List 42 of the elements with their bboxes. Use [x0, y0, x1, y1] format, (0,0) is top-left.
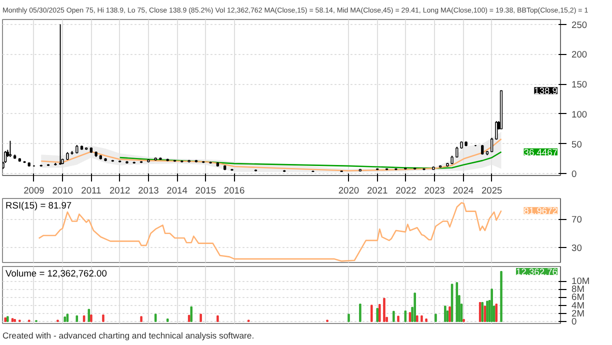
y-tick-label: 50 [572, 139, 582, 150]
annotation: 138.9 [534, 86, 558, 96]
x-tick-label: 2022 [396, 186, 416, 196]
x-tick-label: 2025 [481, 186, 502, 196]
y-tick-label: 8M [572, 284, 584, 294]
x-tick-label: 2023 [424, 186, 445, 196]
x-tick-label: 2014 [166, 186, 188, 196]
y-tick-label: 70 [572, 214, 582, 225]
x-tick-label: 2011 [81, 186, 102, 196]
x-tick-label: 2024 [452, 186, 474, 196]
x-tick-label: 2009 [24, 186, 44, 196]
y-tick-label: 2M [572, 308, 584, 318]
x-tick-label: 2020 [338, 186, 360, 196]
line-series [40, 138, 502, 172]
candlestick [58, 24, 62, 166]
candlestick [495, 120, 498, 140]
annotation: 12,362,76 [516, 267, 558, 277]
chart-title: RSI(15) = 81.97 [6, 200, 72, 210]
y-tick-label: 6M [572, 292, 584, 302]
x-tick-label: 2012 [109, 186, 130, 196]
line-series [119, 151, 502, 169]
y-tick-label: 100 [572, 109, 588, 120]
annotation: 36.4467 [524, 147, 558, 158]
candlestick [490, 137, 494, 153]
y-tick-label: 0 [572, 169, 577, 180]
x-tick-label: 2013 [138, 186, 159, 196]
y-tick-label: 0 [572, 316, 577, 326]
x-tick-label: 2015 [195, 186, 216, 196]
y-tick-label: 30 [572, 243, 582, 254]
x-tick-label: 2010 [52, 186, 73, 196]
y-tick-label: 200 [572, 50, 588, 60]
candlestick [8, 140, 12, 158]
y-tick-label: 10M [572, 276, 590, 286]
y-tick-label: 150 [572, 80, 588, 90]
y-tick-label: 250 [572, 20, 588, 30]
x-tick-label: 2016 [224, 186, 245, 196]
text: Created with - advanced charting and technical analysis software. [2, 330, 254, 340]
y-tick-label: 4M [572, 300, 584, 310]
annotation: 81.9672 [524, 206, 558, 216]
x-tick-label: 2021 [366, 186, 388, 196]
chart-title: Volume = 12,362,762.00 [6, 268, 107, 278]
line-series [38, 202, 502, 262]
